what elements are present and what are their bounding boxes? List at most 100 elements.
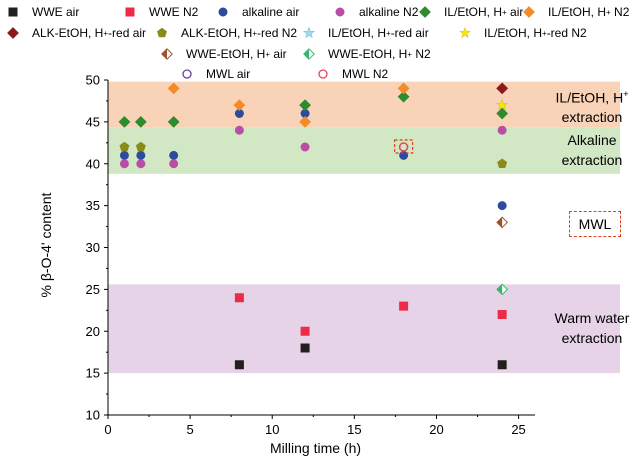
mwl-annotation-label: MWL [578,216,612,232]
point-alk_n2 [136,159,146,169]
legend-marker-alk_air [218,7,228,17]
point-il_n2 [233,99,246,112]
legend-symbol [318,69,328,79]
band-il [108,81,620,128]
mwl-highlight-box [394,139,414,154]
legend-marker-mwl_air [182,69,192,79]
point-alketoh_n2 [119,141,130,152]
legend-label: WWE-EtOH, H [328,47,408,61]
band-label-text: extraction [561,109,623,126]
legend-item-wweetoh_n2: WWE-EtOH, H + N2 [302,46,431,62]
legend-symbol [303,26,315,39]
band-label-line: Warm water [537,308,634,328]
legend-symbol [182,69,192,79]
legend-label-suffix: air [506,5,524,19]
legend-label-suffix: N2 [610,5,630,19]
legend-marker-wweetoh_air [161,48,173,60]
y-tick-label: 50 [86,73,100,88]
legend-label: ALK-EtOH, H [181,26,253,40]
legend-marker-il_n2 [523,6,535,18]
legend: WWE air WWE N2 alkaline air alkaline N2 IL/E… [0,0,634,81]
point-wwe_n2 [497,310,507,319]
axes-layer: 10 15 20 25 30 35 40 45 50 0 5 10 15 20 25 [86,73,535,437]
point-alk_air [136,150,146,160]
legend-label: alkaline air [242,5,300,19]
legend-item-mwl_n2: MWL N2 [316,66,388,82]
legend-label: WWE-EtOH, H [186,47,266,61]
legend-label-sup: + [502,7,507,17]
point-alketoh_air [496,82,509,95]
legend-label-suffix: -red air [390,26,429,40]
band-label-line: extraction [537,150,634,170]
point-alk_n2 [300,142,310,152]
legend-label: MWL N2 [342,67,389,81]
band-label-line: extraction [537,107,634,127]
point-alk_n2 [497,125,507,135]
legend-symbol [7,27,19,39]
point-alketoh_n2 [497,158,508,168]
legend-marker-il_air [419,6,431,18]
point-il_air [299,99,311,112]
legend-marker-mwl_n2 [318,69,328,79]
legend-item-mwl_air: MWL air [180,66,250,82]
point-alk_air [169,150,179,160]
legend-item-wwe_air: WWE air [6,4,79,20]
legend-label-sup: + [252,28,258,38]
y-tick-label: 30 [86,240,100,255]
point-wwe_n2 [234,293,244,303]
point-alk_n2 [119,159,129,169]
legend-label: WWE N2 [149,5,199,19]
point-wwe_n2 [399,301,409,311]
band-label-alk: Alkaline extraction [537,130,634,170]
legend-item-wweetoh_air: WWE-EtOH, H + air [160,46,287,62]
point-il_air [118,115,131,128]
x-tick-label: 15 [347,422,361,437]
legend-item-alketoh_n2: ALK-EtOH, H + -red N2 [155,25,297,41]
y-tick-label: 45 [86,114,100,129]
band-label-line: extraction [537,328,634,348]
legend-marker-alketoh_n2 [157,27,167,38]
legend-label: alkaline N2 [359,5,419,19]
legend-marker-ilred_air [303,26,315,39]
band-label-ww: Warm water extraction [537,308,634,348]
point-il_air [134,115,147,128]
legend-item-alketoh_air: ALK-EtOH, H + -red air [6,25,146,41]
legend-symbol [157,27,167,38]
point-wwe_air [300,343,310,353]
legend-item-alk_air: alkaline air [216,4,299,20]
legend-symbol [161,48,173,60]
point-alk_n2 [169,159,179,169]
x-tick-label: 20 [429,422,443,437]
legend-label: ALK-EtOH, H [32,26,104,40]
legend-label-sup: + [265,49,270,59]
y-tick-label: 25 [86,282,100,297]
point-wwe_air [234,360,244,370]
y-tick-label: 35 [86,198,100,213]
point-il_air [167,115,180,128]
point-mwl_n2 [398,142,409,152]
point-il_n2 [167,82,180,95]
band-label-text: Alkaline [567,131,617,148]
point-wwe_air [497,360,507,370]
point-wwe_n2 [300,326,310,336]
point-alketoh_n2 [135,141,146,152]
marks-layer [118,82,509,370]
point-alk_n2 [234,125,244,135]
legend-label-sup: + [407,49,412,59]
legend-symbol [335,7,345,17]
point-alk_air [497,201,507,211]
legend-symbol [459,26,471,39]
y-tick-label: 40 [86,156,100,171]
legend-marker-ilred_n2 [459,26,471,39]
y-tick-label: 15 [86,366,100,381]
legend-label: WWE air [32,5,80,19]
legend-marker-wweetoh_n2 [303,48,315,60]
legend-label: MWL air [206,67,251,81]
legend-marker-alketoh_air [7,27,19,39]
legend-item-alk_n2: alkaline N2 [333,4,418,20]
legend-item-ilred_n2: IL/EtOH, H + -red N2 [458,25,587,41]
legend-marker-alk_n2 [335,7,345,17]
legend-symbol [303,48,315,60]
legend-label-sup: + [542,28,547,38]
